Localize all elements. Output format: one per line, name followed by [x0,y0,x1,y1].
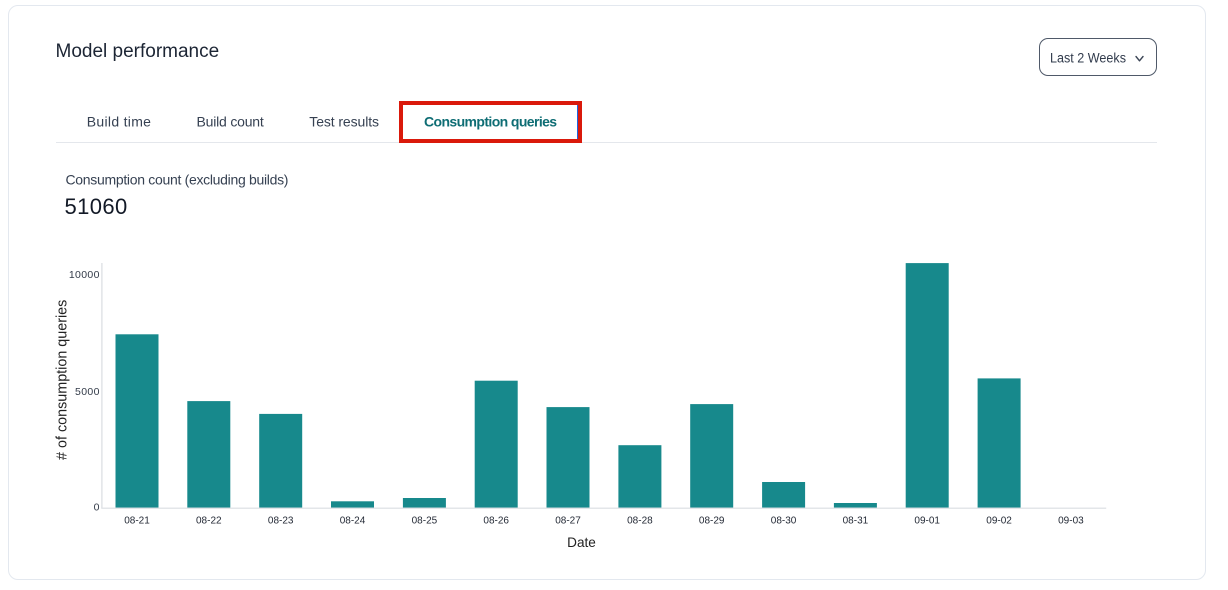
svg-text:Date: Date [567,535,596,550]
svg-text:08-28: 08-28 [627,516,653,527]
svg-text:08-31: 08-31 [843,516,869,527]
svg-text:09-01: 09-01 [914,516,940,527]
svg-text:08-22: 08-22 [196,516,222,527]
svg-text:0: 0 [94,502,100,514]
svg-text:08-30: 08-30 [771,516,797,527]
svg-text:Consumption queries: Consumption queries [424,113,557,129]
svg-text:09-03: 09-03 [1058,516,1084,527]
svg-text:Model performance: Model performance [56,41,220,62]
svg-text:51060: 51060 [65,194,128,219]
svg-text:10000: 10000 [69,269,100,281]
svg-text:Build count: Build count [197,113,264,129]
svg-text:08-29: 08-29 [699,516,725,527]
svg-text:09-02: 09-02 [986,516,1012,527]
svg-text:5000: 5000 [75,386,100,398]
svg-text:08-27: 08-27 [555,516,581,527]
svg-text:# of consumption queries: # of consumption queries [55,300,71,460]
svg-text:08-24: 08-24 [340,516,366,527]
svg-text:08-21: 08-21 [124,516,150,527]
svg-text:Test results: Test results [309,113,379,129]
svg-text:08-25: 08-25 [412,516,438,527]
svg-text:08-23: 08-23 [268,516,294,527]
svg-text:08-26: 08-26 [483,516,509,527]
svg-text:Consumption count (excluding b: Consumption count (excluding builds) [66,172,289,188]
svg-text:Build time: Build time [87,113,151,129]
svg-text:Last 2 Weeks: Last 2 Weeks [1050,50,1126,66]
